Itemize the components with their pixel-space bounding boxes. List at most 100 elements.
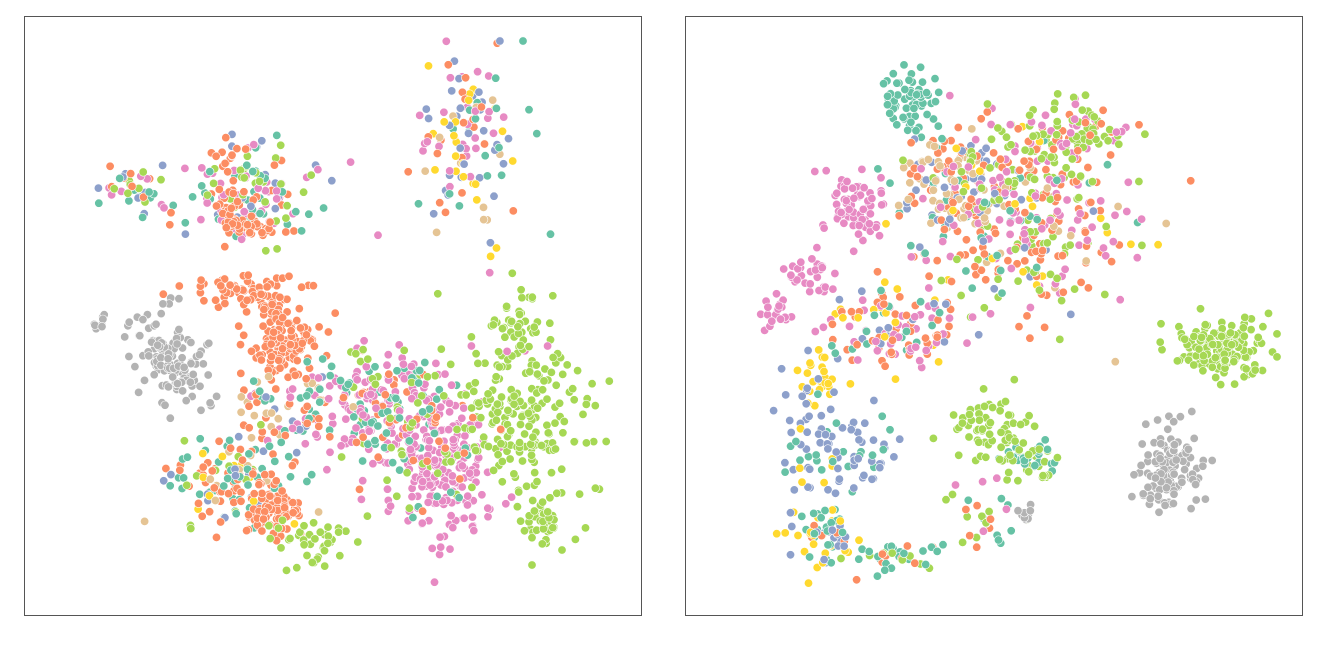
- scatter-point: [408, 455, 418, 465]
- scatter-point: [231, 471, 241, 481]
- scatter-point: [1272, 352, 1282, 362]
- scatter-point: [424, 436, 434, 446]
- scatter-point: [527, 560, 537, 570]
- scatter-point: [1230, 379, 1240, 389]
- scatter-point: [877, 549, 887, 559]
- scatter-point: [905, 178, 915, 188]
- scatter-point: [839, 218, 849, 228]
- scatter-point: [382, 360, 392, 370]
- scatter-point: [353, 537, 363, 547]
- scatter-point: [300, 439, 310, 449]
- scatter-point: [1191, 495, 1201, 505]
- scatter-point: [467, 482, 477, 492]
- scatter-point: [1110, 210, 1120, 220]
- scatter-point: [327, 176, 337, 186]
- scatter-point: [1263, 308, 1273, 318]
- scatter-point: [1052, 206, 1062, 216]
- scatter-point: [835, 516, 845, 526]
- scatter-point: [214, 436, 224, 446]
- scatter-point: [245, 228, 255, 238]
- scatter-point: [186, 523, 196, 533]
- scatter-point: [1008, 418, 1018, 428]
- scatter-point: [299, 521, 309, 531]
- scatter-point: [265, 441, 275, 451]
- scatter-point: [831, 418, 841, 428]
- scatter-point: [539, 376, 549, 386]
- scatter-point: [463, 491, 473, 501]
- scatter-point: [1189, 331, 1199, 341]
- scatter-point: [944, 321, 954, 331]
- scatter-point: [902, 310, 912, 320]
- scatter-point: [928, 433, 938, 443]
- scatter-point: [787, 521, 797, 531]
- scatter-point: [984, 506, 994, 516]
- scatter-point: [341, 414, 351, 424]
- scatter-point: [873, 267, 883, 277]
- scatter-point: [918, 546, 928, 556]
- scatter-point: [422, 372, 432, 382]
- scatter-point: [862, 326, 872, 336]
- scatter-point: [849, 193, 859, 203]
- scatter-point: [261, 246, 271, 256]
- scatter-point: [940, 182, 950, 192]
- scatter-point: [120, 332, 130, 342]
- scatter-point: [233, 197, 243, 207]
- scatter-point: [188, 192, 198, 202]
- scatter-point: [182, 452, 192, 462]
- scatter-point: [902, 541, 912, 551]
- scatter-point: [290, 370, 300, 380]
- scatter-point: [1083, 283, 1093, 293]
- scatter-point: [1057, 296, 1067, 306]
- scatter-point: [239, 187, 249, 197]
- scatter-point: [398, 359, 408, 369]
- scatter-point: [895, 434, 905, 444]
- scatter-point: [255, 209, 265, 219]
- scatter-point: [990, 189, 1000, 199]
- scatter-point: [956, 290, 966, 300]
- scatter-point: [893, 90, 903, 100]
- scatter-point: [982, 99, 992, 109]
- scatter-point: [422, 456, 432, 466]
- scatter-point: [254, 480, 264, 490]
- scatter-point: [898, 155, 908, 165]
- scatter-point: [281, 227, 291, 237]
- scatter-point: [459, 118, 469, 128]
- scatter-point: [1126, 239, 1136, 249]
- scatter-point: [912, 90, 922, 100]
- scatter-point: [380, 390, 390, 400]
- scatter-point: [364, 426, 374, 436]
- scatter-point: [1241, 364, 1251, 374]
- scatter-point: [833, 463, 843, 473]
- scatter-point: [446, 487, 456, 497]
- scatter-point: [359, 336, 369, 346]
- scatter-point: [867, 194, 877, 204]
- scatter-point: [780, 528, 790, 538]
- scatter-point: [386, 443, 396, 453]
- scatter-point: [495, 36, 505, 46]
- scatter-point: [1101, 251, 1111, 261]
- scatter-panel-right: [685, 16, 1303, 616]
- scatter-point: [422, 137, 432, 147]
- scatter-point: [489, 465, 499, 475]
- scatter-point: [418, 506, 428, 516]
- scatter-point: [581, 399, 591, 409]
- scatter-point: [483, 441, 493, 451]
- scatter-point: [845, 321, 855, 331]
- scatter-point: [179, 362, 189, 372]
- scatter-point: [1186, 504, 1196, 514]
- scatter-point: [1138, 489, 1148, 499]
- scatter-point: [972, 542, 982, 552]
- scatter-point: [804, 578, 814, 588]
- scatter-point: [902, 326, 912, 336]
- scatter-point: [818, 322, 828, 332]
- scatter-point: [524, 342, 534, 352]
- scatter-point: [869, 310, 879, 320]
- scatter-point: [793, 530, 803, 540]
- scatter-point: [763, 302, 773, 312]
- scatter-point: [202, 198, 212, 208]
- scatter-point: [468, 413, 478, 423]
- scatter-point: [158, 299, 168, 309]
- scatter-point: [935, 308, 945, 318]
- scatter-point: [949, 176, 959, 186]
- scatter-point: [247, 433, 257, 443]
